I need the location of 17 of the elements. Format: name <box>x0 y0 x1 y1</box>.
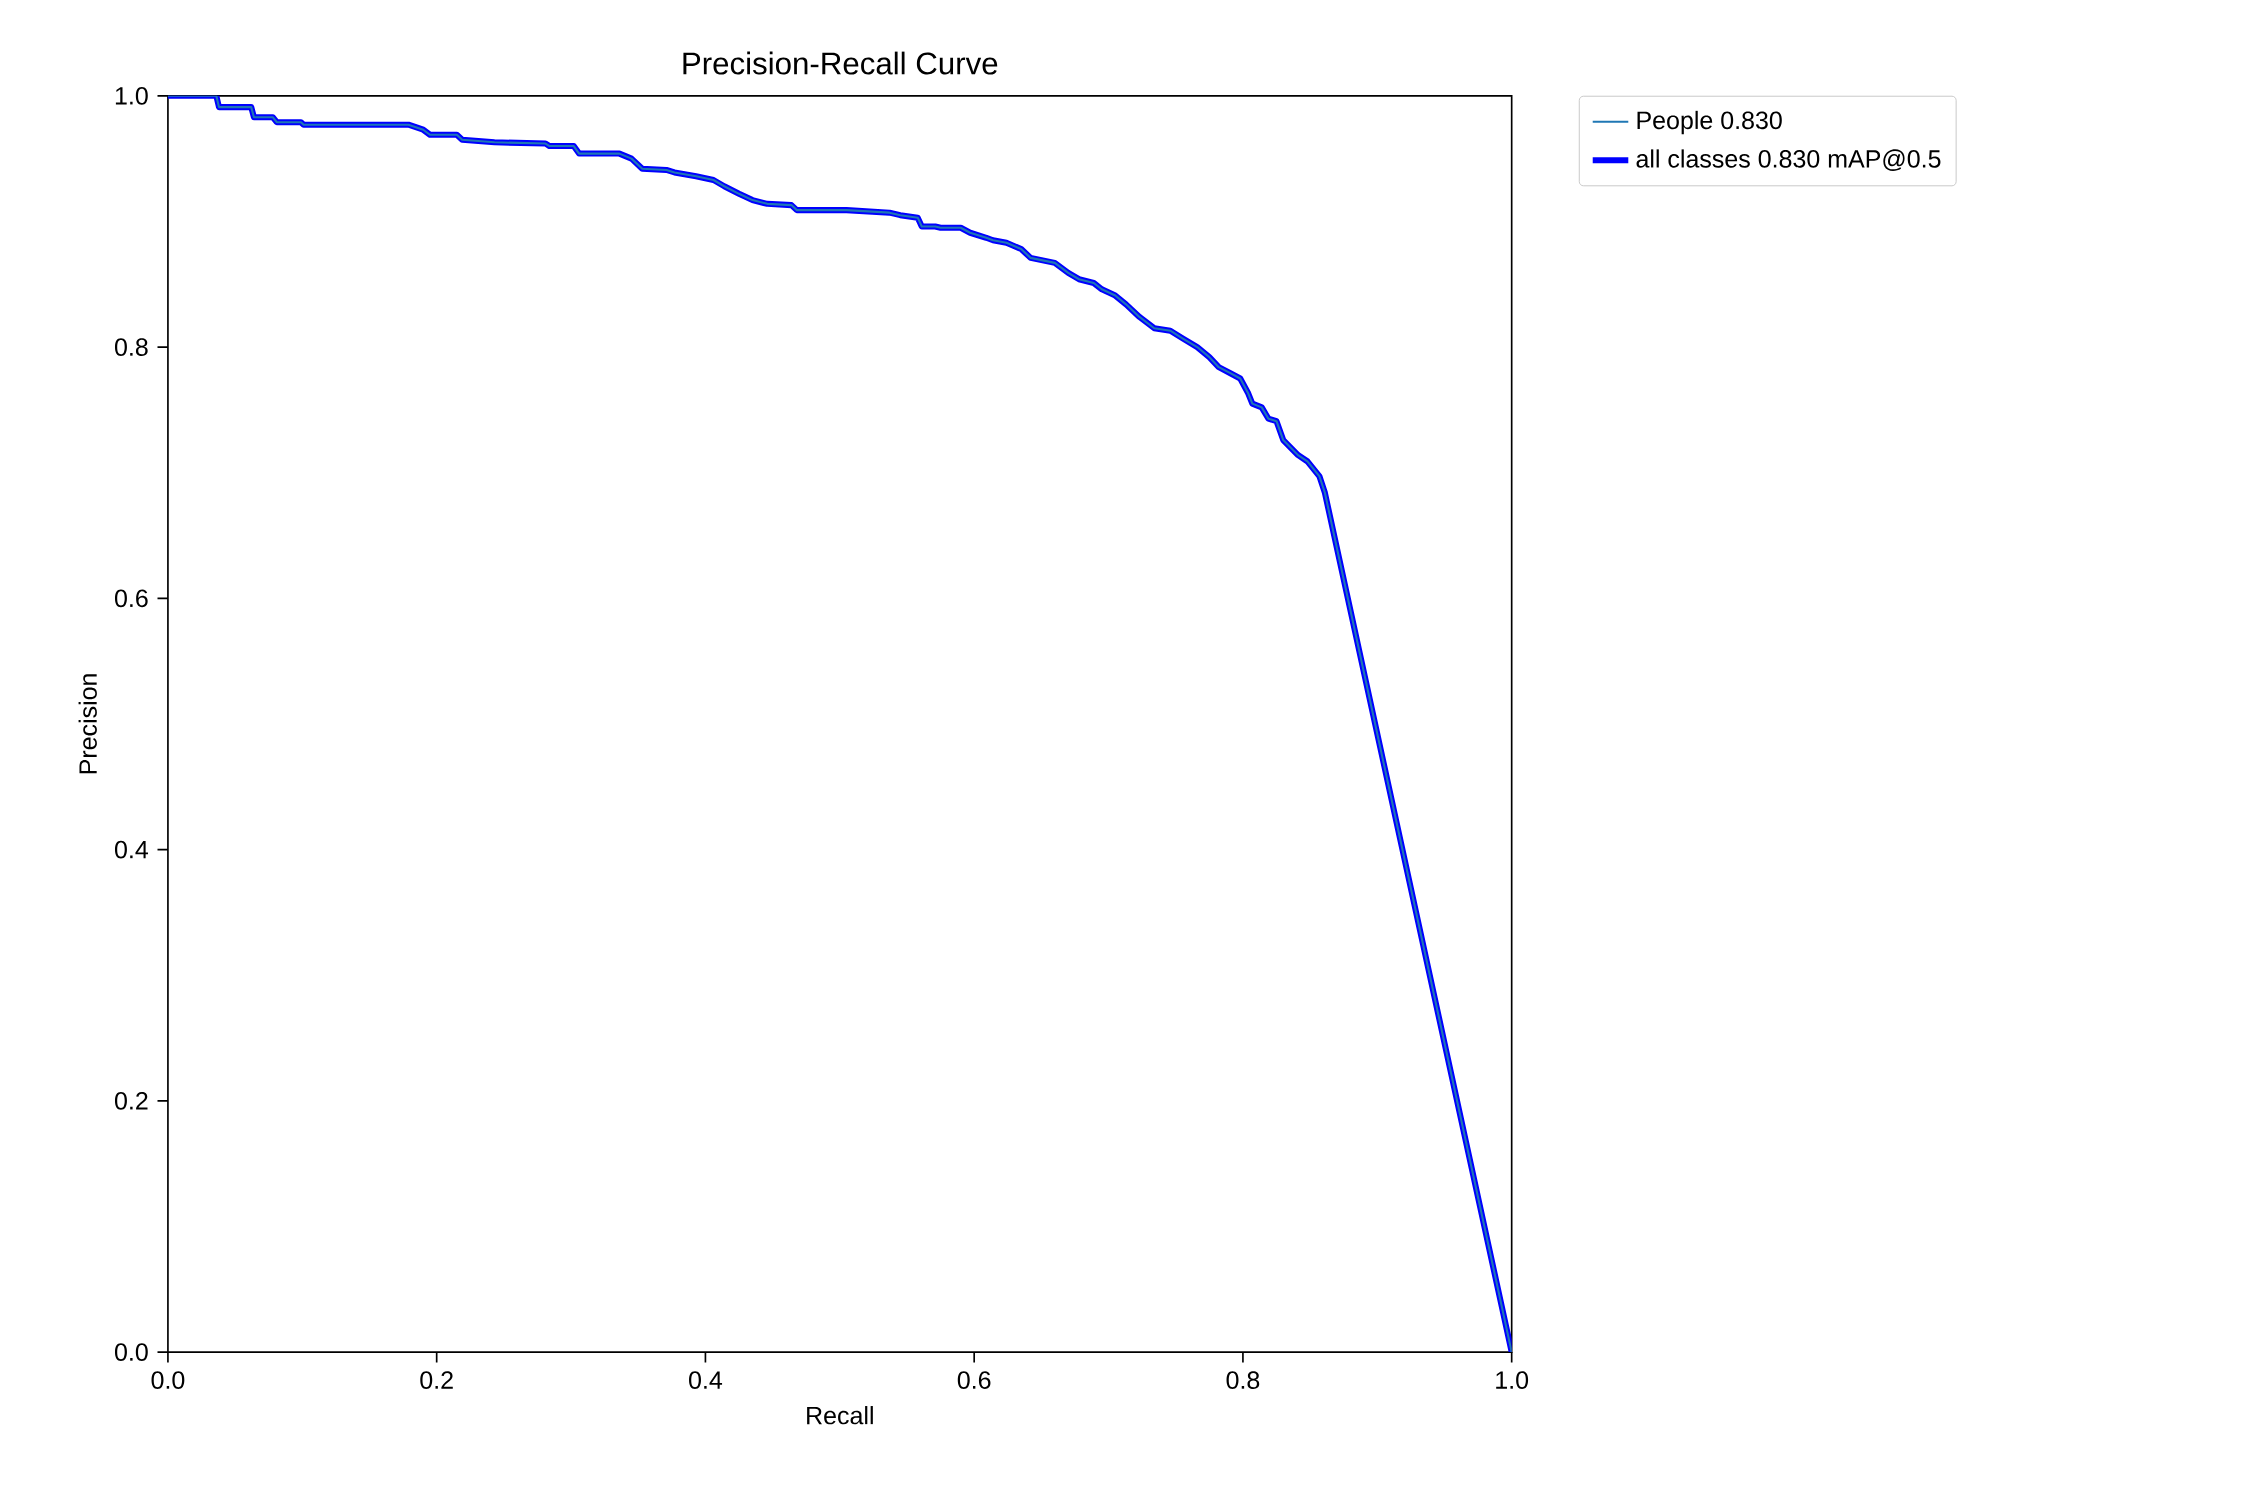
y-tick-label: 0.8 <box>114 338 148 356</box>
x-tick-label: 0.4 <box>689 1371 723 1389</box>
y-tick-label: 0.2 <box>114 1091 148 1110</box>
y-tick-label: 0.0 <box>114 1343 148 1361</box>
x-tick-label: 0.8 <box>1226 1371 1260 1389</box>
x-tick-label: 0.0 <box>151 1371 185 1389</box>
y-tick-label: 1.0 <box>115 86 148 105</box>
chart-title: Precision-Recall Curve <box>683 51 998 75</box>
legend-label: People 0.830 <box>1637 110 1782 135</box>
y-tick-label: 0.4 <box>114 840 149 859</box>
x-tick-label: 0.2 <box>420 1371 453 1389</box>
x-tick-label: 1.0 <box>1496 1371 1529 1389</box>
x-tick-label: 0.6 <box>957 1371 991 1389</box>
y-tick-label: 0.6 <box>114 589 148 608</box>
x-axis-title: Recall <box>807 1406 873 1425</box>
y-axis-title: Precision <box>78 674 97 774</box>
legend-label: all classes 0.830 mAP@0.5 <box>1636 149 1941 171</box>
